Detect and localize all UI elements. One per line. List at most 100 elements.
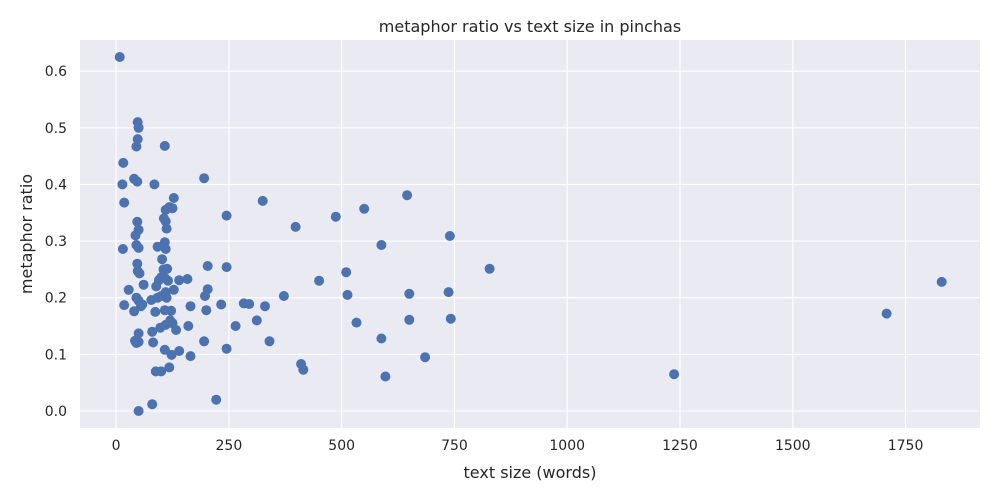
data-point (163, 275, 173, 286)
data-point (166, 349, 177, 360)
data-point (123, 284, 134, 295)
data-point (182, 274, 193, 284)
data-point (376, 333, 387, 344)
data-point (183, 321, 194, 331)
data-point (402, 190, 413, 201)
data-point (174, 275, 185, 286)
data-point (132, 176, 143, 187)
data-point (147, 326, 158, 337)
data-point (221, 262, 232, 273)
data-point (168, 284, 179, 295)
data-point (278, 291, 289, 301)
data-point (202, 261, 213, 271)
plot-area (80, 40, 980, 428)
x-tick-label: 1000 (549, 438, 585, 454)
data-point (185, 301, 196, 312)
data-point (404, 314, 415, 325)
data-point (201, 305, 212, 316)
data-point (129, 306, 140, 317)
data-point (443, 287, 454, 298)
data-point (881, 308, 892, 319)
x-tick-label: 0 (112, 438, 121, 454)
data-point (420, 352, 431, 363)
data-point (156, 366, 167, 377)
data-point (132, 134, 143, 145)
data-point (157, 254, 168, 265)
data-point (148, 337, 159, 348)
data-point (133, 122, 144, 133)
data-point (230, 321, 241, 331)
data-point (342, 289, 353, 300)
data-point (264, 336, 275, 347)
data-point (119, 197, 130, 208)
y-tick-label: 0.2 (45, 291, 67, 307)
data-point (330, 211, 341, 222)
data-point (445, 313, 456, 324)
data-point (257, 195, 268, 206)
data-point (160, 244, 171, 254)
x-tick-label: 1750 (888, 438, 924, 454)
data-point (162, 263, 173, 274)
x-tick-label: 1500 (775, 438, 811, 454)
data-point (119, 300, 130, 311)
data-point (669, 369, 680, 380)
data-point (133, 328, 144, 339)
data-point (161, 292, 172, 303)
data-point (132, 216, 143, 227)
data-point (137, 299, 148, 310)
data-point (138, 279, 149, 290)
data-point (216, 299, 227, 310)
data-point (404, 288, 415, 299)
data-point (221, 210, 232, 221)
data-point (133, 406, 144, 416)
data-point (152, 241, 163, 252)
x-tick-label: 1250 (662, 438, 698, 454)
data-point (351, 317, 362, 328)
data-point (114, 52, 125, 62)
data-point (174, 346, 185, 356)
y-axis-label: metaphor ratio (17, 174, 36, 294)
data-point (211, 394, 222, 405)
data-point (117, 179, 128, 190)
data-point (150, 306, 161, 317)
data-point (200, 291, 210, 301)
data-point (133, 336, 144, 347)
data-point (134, 268, 145, 279)
data-point (251, 315, 262, 326)
data-point (130, 230, 141, 241)
data-point (290, 221, 301, 232)
data-point (199, 336, 210, 347)
data-point (159, 344, 170, 355)
data-point (221, 343, 232, 354)
x-axis-label: text size (words) (464, 463, 597, 482)
data-point (260, 301, 270, 312)
y-tick-label: 0.3 (45, 234, 67, 250)
x-tick-label: 250 (216, 438, 243, 454)
data-point (314, 275, 325, 286)
data-point (131, 141, 142, 152)
data-point (151, 281, 162, 292)
data-point (166, 305, 177, 316)
x-tick-label: 500 (328, 438, 355, 454)
data-point (199, 173, 210, 184)
y-tick-label: 0.1 (45, 347, 67, 363)
data-point (168, 193, 179, 203)
data-point (244, 299, 255, 309)
data-point (359, 203, 370, 214)
data-point (936, 276, 947, 287)
y-tick-label: 0.4 (45, 177, 67, 193)
data-point (118, 157, 129, 168)
grid-lines (80, 40, 980, 428)
chart-title: metaphor ratio vs text size in pinchas (379, 17, 681, 36)
data-point (164, 362, 175, 373)
data-point (376, 240, 387, 250)
data-point (160, 216, 171, 227)
data-points (114, 52, 947, 416)
data-point (159, 140, 170, 151)
data-point (341, 267, 352, 278)
data-point (167, 203, 178, 214)
data-point (185, 351, 196, 362)
data-point (117, 244, 128, 254)
data-point (147, 399, 158, 410)
